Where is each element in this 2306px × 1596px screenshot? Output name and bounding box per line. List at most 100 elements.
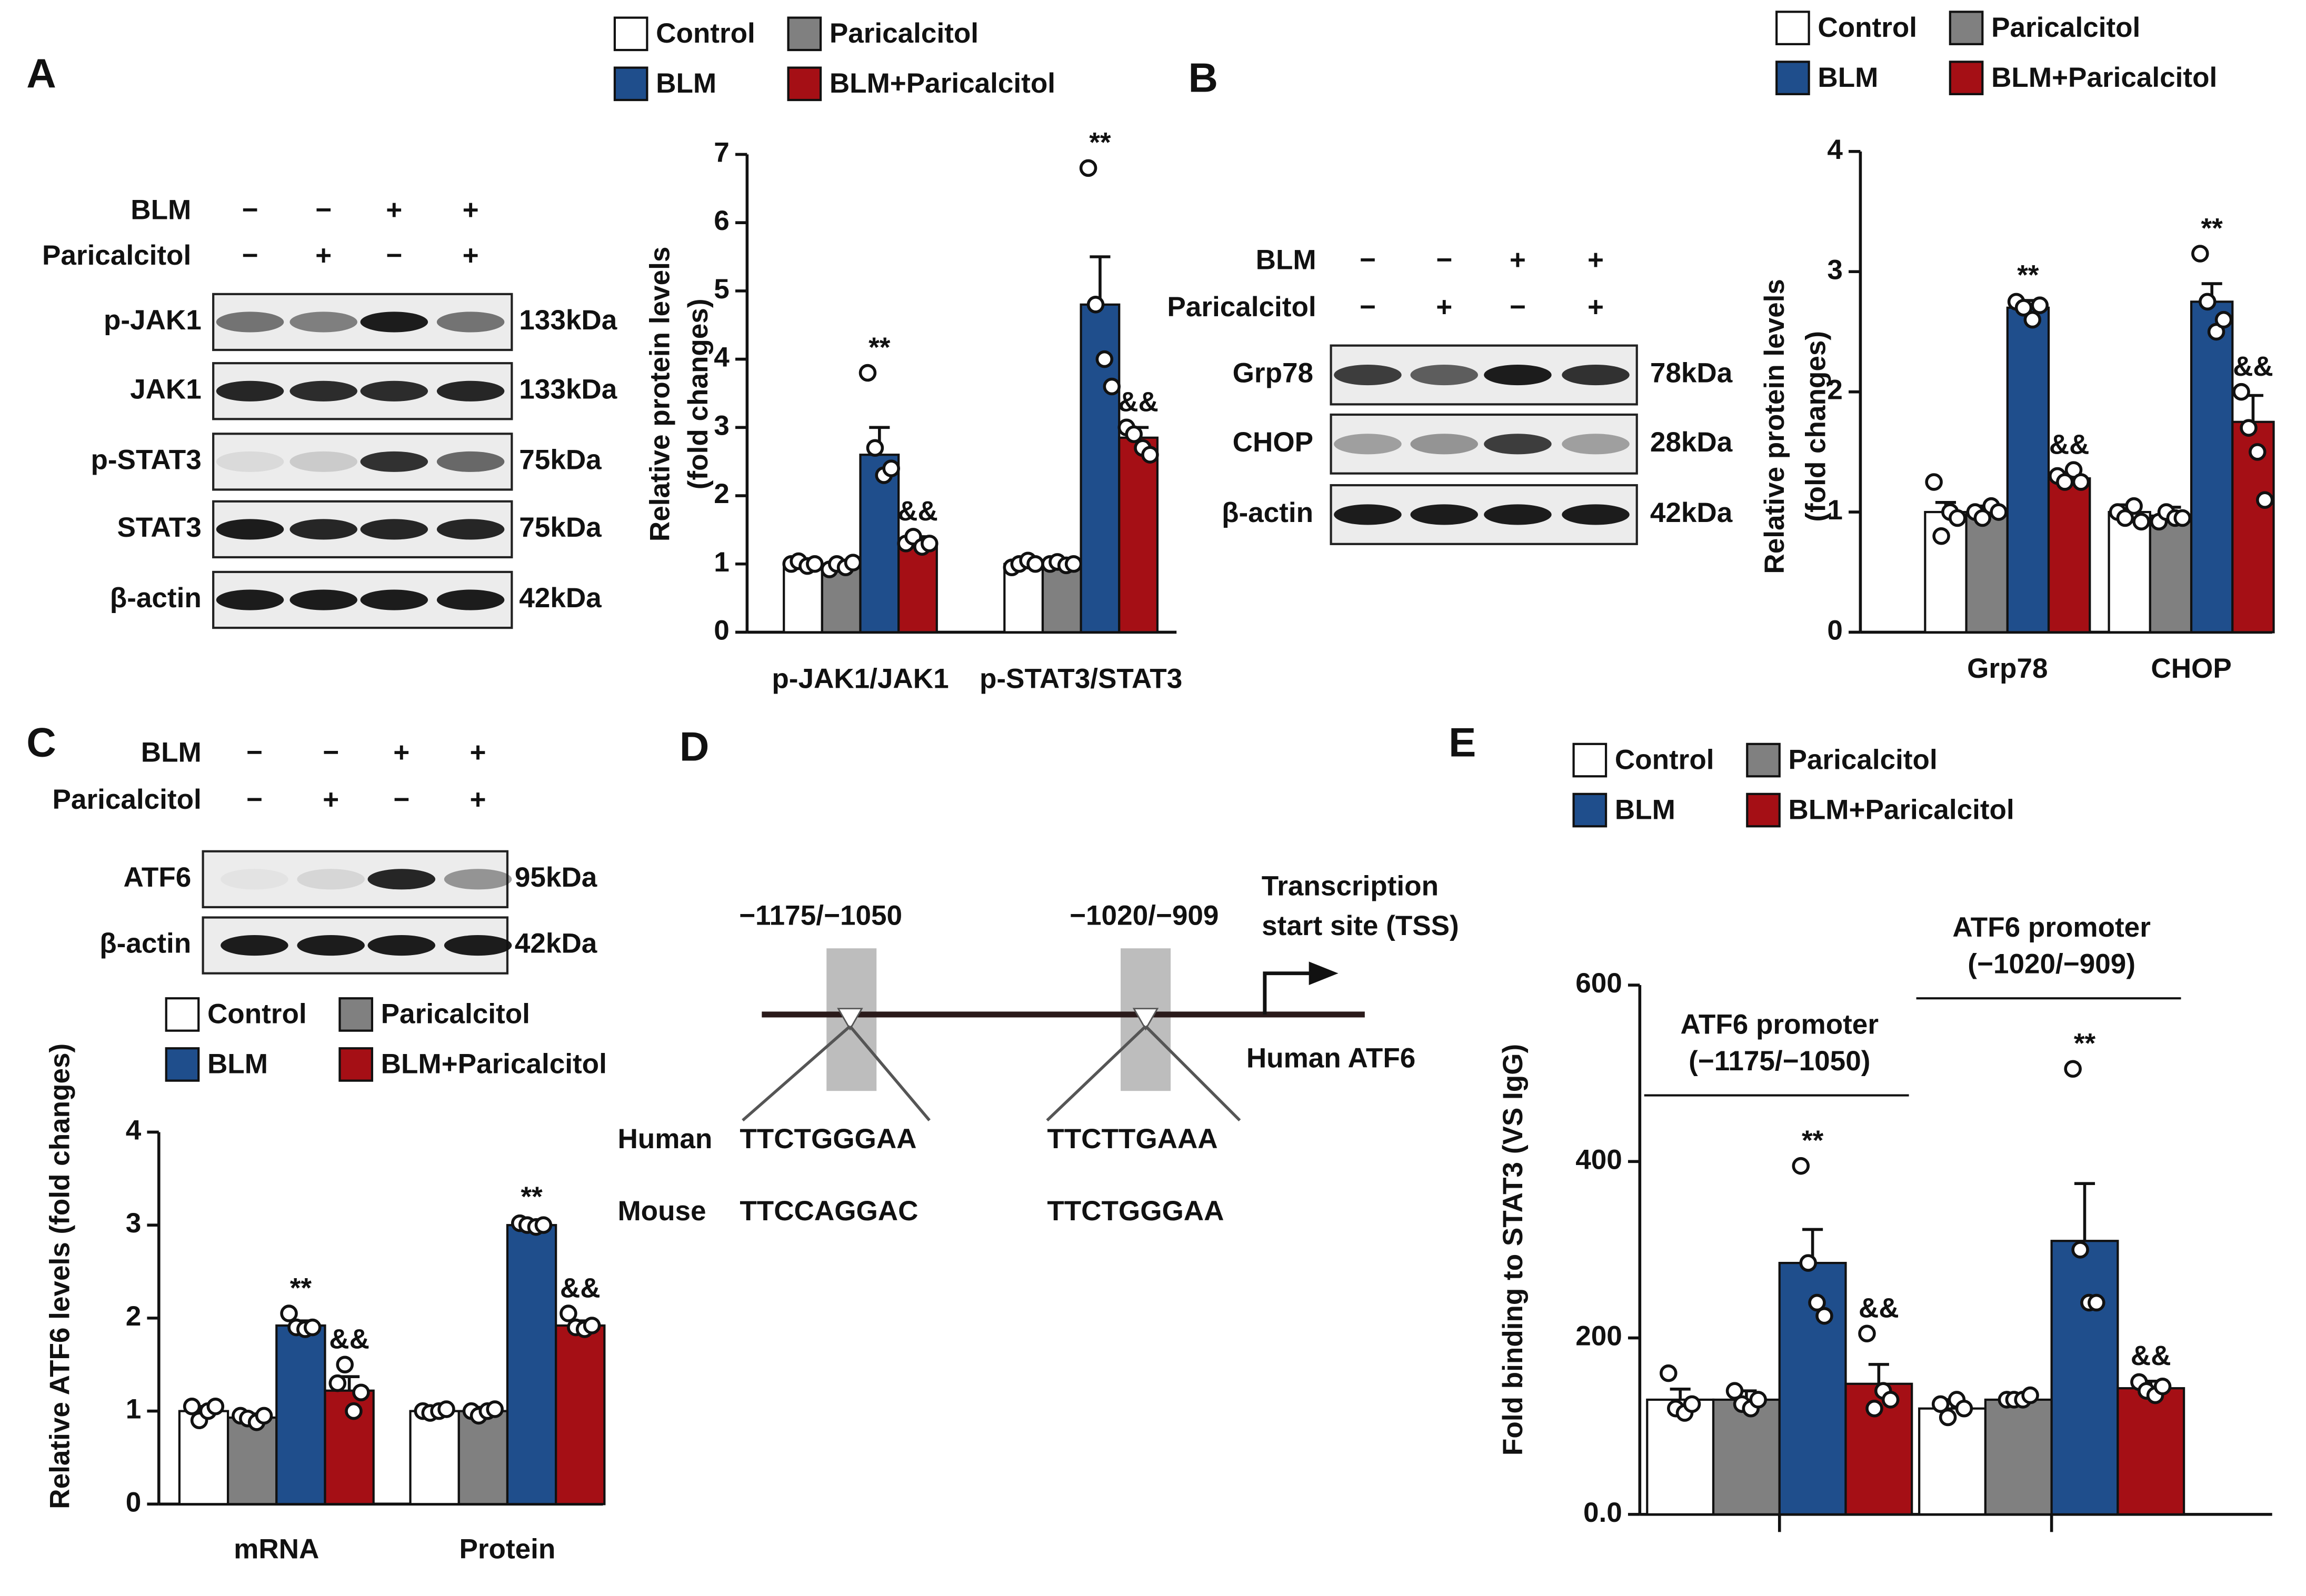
significance: &&: [897, 496, 938, 527]
condition-label: Paricalcitol: [42, 240, 191, 271]
legend-label: Control: [207, 999, 307, 1030]
legend-label: BLM+Paricalcitol: [830, 68, 1055, 99]
sequence: TTCTGGGAA: [740, 1123, 916, 1155]
data-point: [1881, 1391, 1900, 1409]
data-point: [583, 1317, 601, 1334]
significance: &&: [2049, 429, 2090, 460]
y-tick-label: 4: [1827, 134, 1843, 165]
y-axis-label: (fold changes): [683, 298, 714, 489]
panel-label: B: [1189, 54, 1219, 101]
group-label: (−1020/−909): [1968, 949, 2135, 980]
condition-label: BLM: [141, 737, 202, 768]
legend-label: Control: [1615, 744, 1714, 775]
legend-swatch: [1572, 742, 1608, 778]
y-tick-label: 3: [126, 1208, 142, 1239]
y-axis-label: (fold changes): [1800, 331, 1831, 522]
band-label: β-actin: [110, 583, 202, 614]
connector: [742, 1025, 851, 1122]
legend-swatch: [1775, 61, 1810, 95]
data-point: [1725, 1382, 1744, 1400]
legend-label: Paricalcitol: [1789, 744, 1938, 775]
data-point: [2088, 1293, 2105, 1312]
y-tick-label: 7: [714, 137, 730, 168]
site-marker: [837, 1008, 863, 1031]
condition-sign: −: [246, 737, 263, 768]
blot-band: [444, 869, 512, 890]
bar: [1965, 510, 2009, 634]
data-point: [1799, 1254, 1817, 1272]
blot-box: [202, 850, 509, 909]
data-point: [2173, 509, 2192, 527]
gene-label: Human ATF6: [1246, 1043, 1415, 1074]
blot-band: [1334, 364, 1402, 386]
data-point: [2064, 1060, 2082, 1078]
group-label: ATF6 promoter: [1681, 1009, 1879, 1040]
legend-swatch: [1746, 792, 1781, 828]
bar: [2117, 1387, 2185, 1515]
bar-chart: Control Paricalcitol BLM BLM+Paricalcitol Re…: [44, 997, 607, 1565]
data-point: [486, 1400, 504, 1418]
condition-sign: +: [1436, 292, 1452, 323]
data-point: [1931, 1395, 1950, 1413]
site-label: −1020/−909: [1070, 900, 1219, 931]
data-point: [345, 1402, 363, 1420]
data-point: [2249, 443, 2267, 461]
band-label: β-actin: [99, 928, 191, 959]
data-point: [882, 459, 900, 477]
y-axis-label: Fold binding to STAT3 (VS IgG): [1498, 1044, 1529, 1456]
data-point: [1990, 503, 2008, 521]
site-marker: [1132, 1008, 1159, 1031]
bar: [409, 1410, 460, 1505]
data-point: [2023, 310, 2042, 329]
x-tick-label: Protein: [460, 1534, 556, 1565]
condition-label: BLM: [1256, 244, 1316, 275]
bar: [275, 1324, 326, 1505]
band-label: CHOP: [1233, 427, 1313, 458]
promoter-diagram: −1175/−1050 −1020/−909 Transcription sta…: [617, 871, 1459, 1227]
data-point: [2031, 296, 2049, 314]
data-point: [1141, 446, 1159, 464]
y-tick-label: 4: [126, 1115, 142, 1146]
legend-label: BLM: [207, 1049, 268, 1080]
significance: &&: [2131, 1340, 2171, 1371]
legend-swatch: [165, 1047, 200, 1082]
y-tick-label: 1: [714, 547, 730, 578]
data-point: [1086, 296, 1105, 314]
band-size: 95kDa: [515, 862, 597, 893]
data-point: [1808, 1293, 1826, 1312]
data-point: [1939, 1408, 1957, 1427]
blot-band: [1484, 504, 1552, 525]
western-blot: BLM − − + + Paricalcitol − + − + Grp78 78kDa CHOP 28k…: [1167, 244, 1733, 545]
condition-sign: +: [386, 194, 402, 225]
legend-swatch: [787, 66, 822, 102]
x-tick-label: p-STAT3/STAT3: [980, 664, 1182, 695]
condition-sign: −: [246, 784, 263, 815]
panel-label: A: [26, 50, 56, 96]
data-point: [1973, 509, 1992, 527]
legend-label: Control: [1818, 12, 1917, 43]
band-size: 133kDa: [519, 374, 617, 405]
connector: [1046, 1025, 1147, 1122]
condition-sign: −: [323, 737, 339, 768]
legend-label: BLM+Paricalcitol: [381, 1049, 607, 1080]
condition-label: BLM: [131, 194, 191, 225]
blot-band: [1334, 434, 1402, 455]
blot-band: [444, 935, 512, 956]
data-point: [303, 1318, 322, 1337]
bar: [783, 563, 823, 634]
blot-band: [216, 380, 284, 401]
panel-label: D: [680, 724, 709, 770]
legend-swatch: [1949, 11, 1984, 45]
y-tick-label: 2: [1827, 375, 1843, 406]
tss-arrowhead: [1309, 961, 1339, 986]
significance: &&: [1118, 387, 1159, 418]
legend-label: BLM: [1818, 62, 1878, 93]
y-tick-label: 1: [1827, 495, 1843, 526]
data-point: [1026, 555, 1044, 573]
blot-band: [1484, 434, 1552, 455]
significance: **: [1802, 1125, 1824, 1156]
blot-band: [367, 935, 436, 956]
data-point: [2256, 491, 2274, 509]
data-point: [1858, 1324, 1876, 1342]
bar: [555, 1324, 606, 1505]
